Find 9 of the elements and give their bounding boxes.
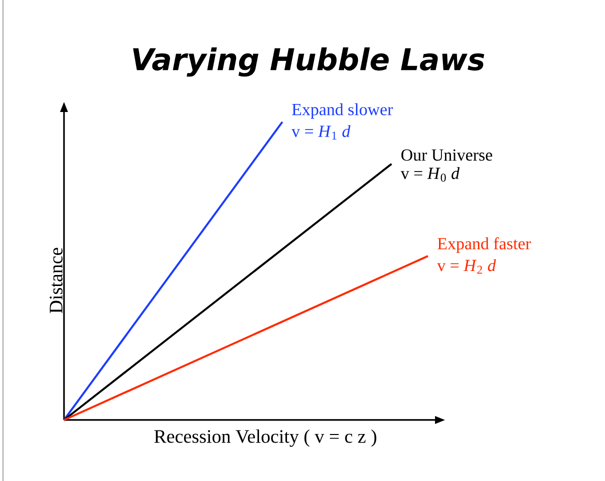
x-axis-title: Recession Velocity ( v = c z ): [154, 430, 376, 447]
series-label: Expand faster: [438, 237, 531, 253]
y-axis-title: Distance: [50, 248, 62, 314]
series-label: Expand slower: [292, 103, 393, 119]
series-label: Our Universe: [401, 149, 492, 161]
text: v = H$_{2}$ d: [437, 259, 496, 274]
chart-title: Varying Hubble Laws: [133, 47, 484, 77]
annotation: v = H$_{1}$ d: [292, 125, 350, 140]
annotation: v = H$_{0}$ d: [400, 167, 460, 182]
